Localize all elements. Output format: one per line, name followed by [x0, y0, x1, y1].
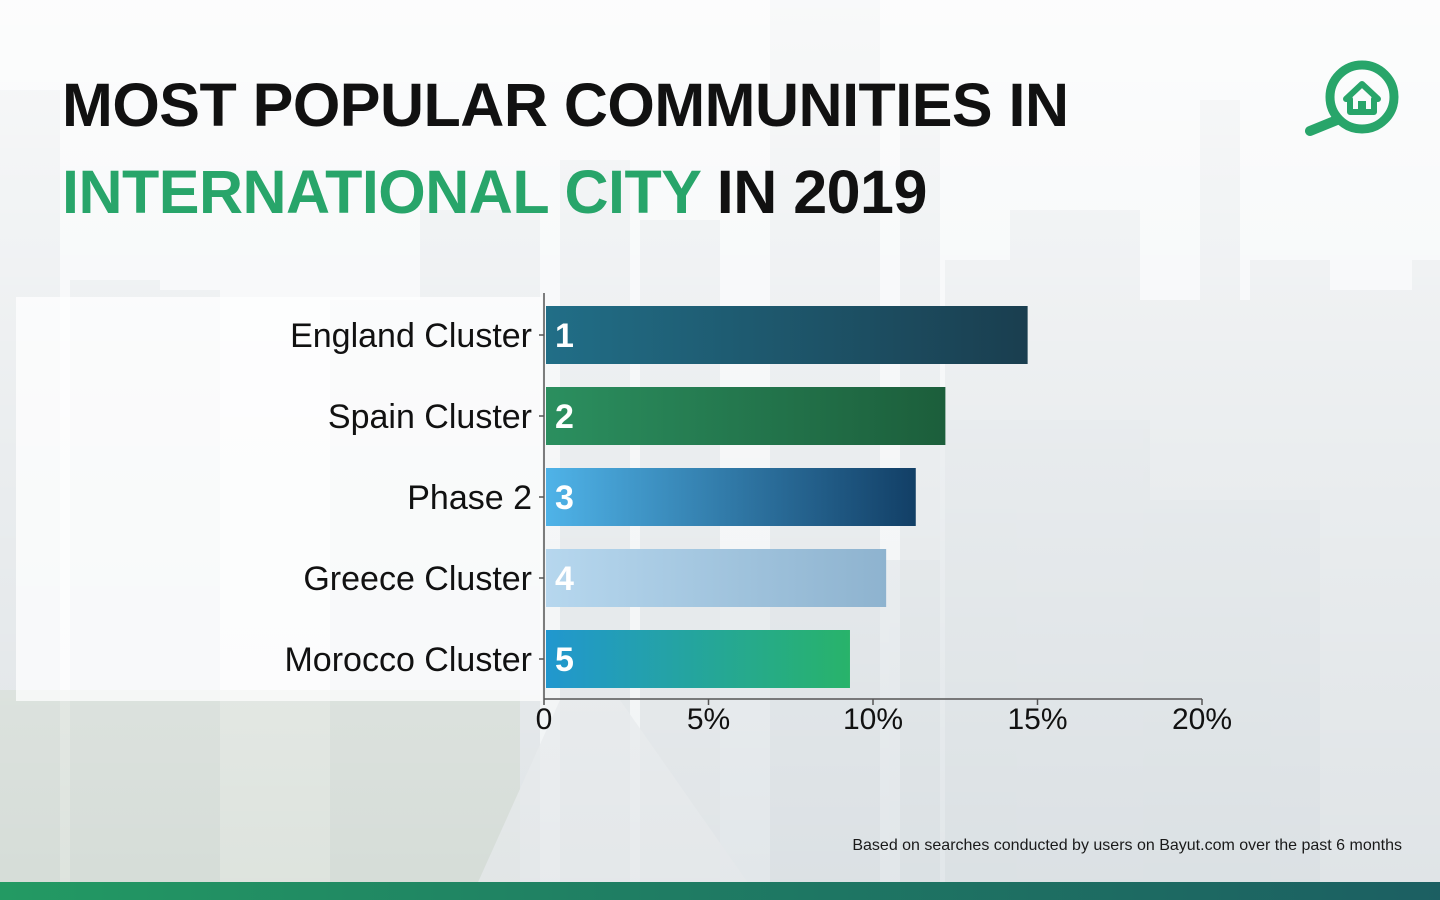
bar-2 [546, 387, 946, 445]
x-tick-label: 5% [687, 703, 730, 736]
title-rest: IN 2019 [700, 158, 928, 226]
bar-5 [546, 630, 850, 688]
x-tick-label: 20% [1172, 703, 1232, 736]
x-tick-label: 15% [1007, 703, 1067, 736]
category-label: Morocco Cluster [284, 641, 532, 679]
bar-rank-label: 5 [555, 641, 574, 679]
bar-rank-label: 4 [555, 560, 574, 598]
chart-label-panel [16, 297, 542, 701]
bar-rank-label: 1 [555, 317, 574, 355]
title-line-1: MOST POPULAR COMMUNITIES IN [62, 71, 1069, 139]
bar-3 [546, 468, 916, 526]
bar-rank-label: 3 [555, 479, 574, 517]
footer-bar [0, 882, 1440, 900]
house-search-icon [1305, 60, 1399, 136]
category-label: Phase 2 [407, 479, 532, 517]
footnote: Based on searches conducted by users on … [852, 837, 1402, 854]
x-tick-label: 0 [536, 703, 553, 736]
category-label: Spain Cluster [328, 398, 532, 436]
category-label: England Cluster [290, 317, 532, 355]
page-title: MOST POPULAR COMMUNITIES IN INTERNATIONA… [62, 62, 1069, 236]
bar-rank-label: 2 [555, 398, 574, 436]
title-accent: INTERNATIONAL CITY [62, 158, 701, 226]
x-tick-label: 10% [843, 703, 903, 736]
bar-4 [546, 549, 887, 607]
category-label: Greece Cluster [303, 560, 532, 598]
bar-1 [546, 306, 1028, 364]
